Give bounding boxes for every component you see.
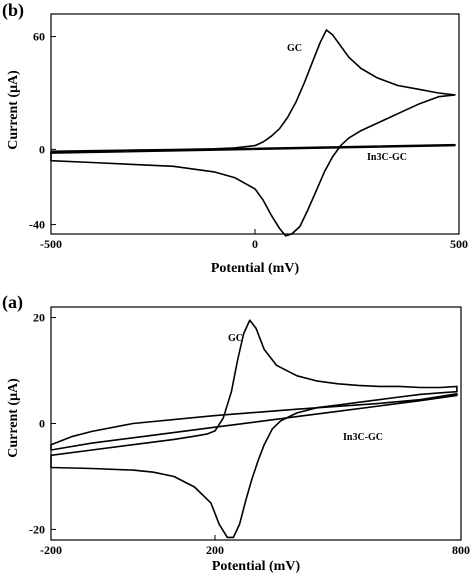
y-tick-label: 0 <box>39 142 45 156</box>
y-tick-label: -40 <box>29 218 45 232</box>
panel-label: (a) <box>2 292 23 313</box>
curve-annotation-in3c-gc: In3C-GC <box>367 152 407 163</box>
x-tick-label: 200 <box>206 543 224 557</box>
series-gc <box>50 319 458 539</box>
panel-label: (b) <box>2 0 24 21</box>
series-in3c-gc <box>50 393 458 451</box>
series-gc <box>50 29 456 237</box>
curve-annotation-gc: GC <box>287 43 302 54</box>
curve-annotation-gc: GC <box>228 333 243 344</box>
x-axis-label: Potential (mV) <box>212 559 301 574</box>
panel-b: (b) 60 0 -40 -500 0 500 Potential (mV) Current (… <box>2 0 468 276</box>
y-tick-label: -20 <box>29 522 45 536</box>
y-axis-label: Current (μA) <box>6 378 21 458</box>
y-tick-label: 20 <box>33 311 45 325</box>
x-tick-label: 800 <box>452 543 470 557</box>
plot-frame <box>50 306 462 541</box>
x-tick-label: -500 <box>40 237 62 251</box>
series-in3c-gc <box>50 143 456 154</box>
y-tick-label: 60 <box>33 30 45 44</box>
plot-frame <box>50 13 460 235</box>
y-tick-label: 0 <box>39 417 45 431</box>
x-tick-label: 500 <box>450 237 468 251</box>
curve-annotation-in3c-gc: In3C-GC <box>343 432 383 443</box>
x-tick-label: -200 <box>40 543 62 557</box>
y-axis-label: Current (μA) <box>6 70 21 150</box>
x-tick-label: 0 <box>252 237 258 251</box>
x-axis-label: Potential (mV) <box>211 261 300 276</box>
